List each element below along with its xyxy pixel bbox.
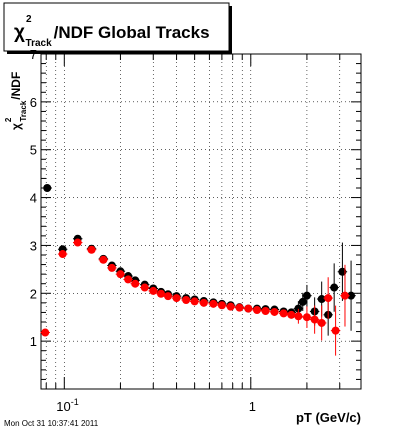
data-point [331,326,340,335]
data-point [302,291,311,300]
data-point [164,292,173,301]
timestamp: Mon Oct 31 10:37:41 2011 [4,419,99,428]
data-point [116,270,125,279]
data-point [87,245,96,254]
data-point [235,303,244,312]
data-point [199,298,208,307]
y-tick-label: 3 [30,238,37,253]
plot-frame [40,53,362,390]
data-point [302,313,311,322]
y-tick-label: 1 [30,334,37,349]
y-tick-label: 5 [30,143,37,158]
y-tick-label: 2 [30,286,37,301]
data-point [340,291,349,300]
data-point [131,279,140,288]
data-point [156,289,165,298]
ylabel-sub: Track [19,100,28,121]
title-chi: χ [14,22,25,43]
data-point [317,295,326,304]
data-point [294,304,303,313]
chart-title: χ2 Track/NDF Global Tracks [3,2,232,54]
data-point [217,301,226,310]
data-point [270,307,279,316]
data-point [107,263,116,272]
data-point [261,306,270,315]
y-tick-label: 7 [30,47,37,62]
data-point [226,302,235,311]
data-point [41,328,50,337]
data-point [190,297,199,306]
y-axis-label: χ2 Track/NDF [4,72,28,130]
data-series [40,184,356,356]
grid-lines [41,54,361,389]
data-point [58,250,67,259]
data-point [172,294,181,303]
x-tick-label: 1 [249,399,256,414]
data-point [99,255,108,264]
data-point [124,275,133,284]
data-point [347,291,356,300]
title-sup: 2 [26,14,32,25]
data-point [140,283,149,292]
x-tick-label: 10-1 [56,397,78,414]
data-point [73,238,82,247]
data-point [43,184,52,192]
data-point [209,299,218,308]
y-tick-label: 6 [30,95,37,110]
title-rest: /NDF Global Tracks [54,23,210,42]
data-point [149,286,158,295]
data-point [287,310,296,319]
axis-ticks: 1 2 3 4 5 6 7 10-1 1 [30,47,361,414]
title-box [3,2,230,52]
data-point [310,315,319,324]
data-point [324,294,333,303]
plot-area: 1 2 3 4 5 6 7 10-1 1 [30,47,362,414]
data-point [253,306,262,315]
ylabel-sup: 2 [4,117,13,122]
y-tick-label: 4 [30,191,37,206]
x-axis-label: pT (GeV/c) [296,410,361,425]
ylabel-rest: /NDF [9,72,23,100]
data-point [279,309,288,318]
data-point [338,267,347,276]
data-point [298,297,307,306]
data-point [182,295,191,304]
title-sub: Track [26,38,53,49]
ylabel-chi: χ [9,123,23,130]
data-point [330,283,339,292]
data-point [317,318,326,327]
data-point [244,304,253,313]
data-point [294,312,303,321]
